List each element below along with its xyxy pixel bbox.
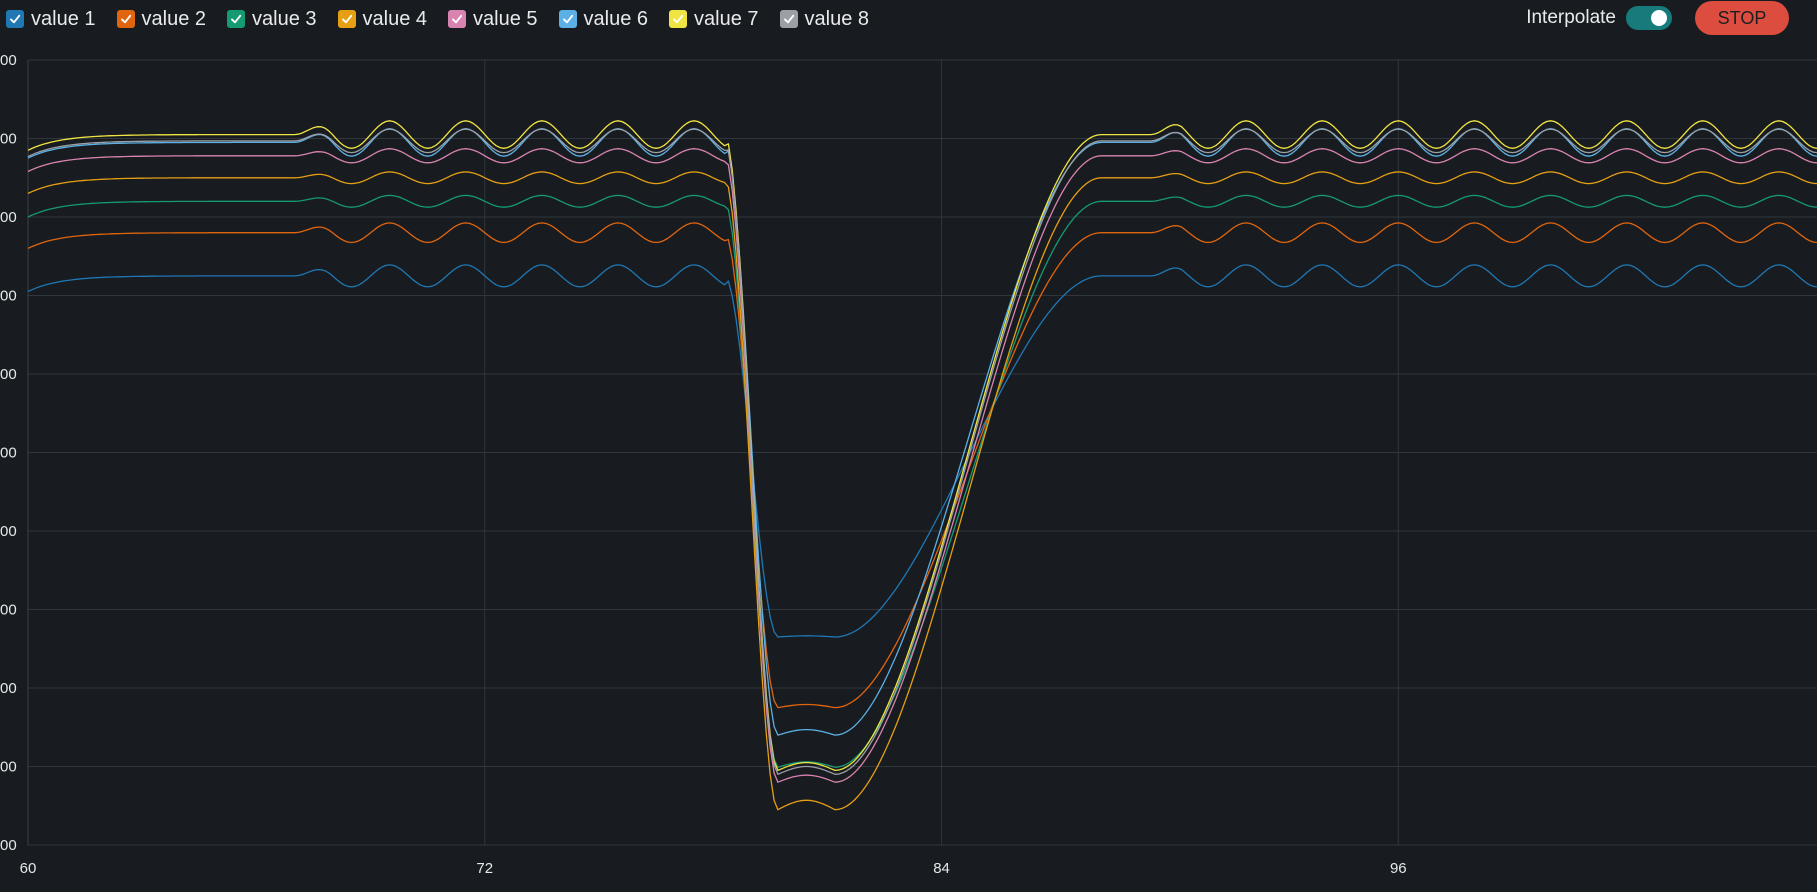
legend-label: value 4 <box>362 7 428 30</box>
checkbox-icon[interactable] <box>116 10 135 28</box>
y-tick-label: 00 <box>0 131 17 148</box>
legend-label: value 5 <box>473 7 538 30</box>
y-tick-label: 00 <box>0 523 17 540</box>
legend-item-value-8[interactable]: value 8 <box>779 7 870 31</box>
y-tick-label: 00 <box>0 759 17 776</box>
series-line-4 <box>27 171 1817 811</box>
series-line-8 <box>27 128 1817 775</box>
x-tick-label: 72 <box>476 860 493 877</box>
stop-button[interactable]: STOP <box>1695 1 1789 35</box>
checkbox-icon[interactable] <box>669 10 687 28</box>
series-line-3 <box>27 194 1817 768</box>
series-line-5 <box>27 148 1817 783</box>
y-tick-label: 00 <box>0 445 17 462</box>
legend-label: value 8 <box>804 7 870 30</box>
series-line-6 <box>27 128 1817 736</box>
y-tick-label: 00 <box>0 52 17 69</box>
legend-item-value-4[interactable]: value 4 <box>337 7 428 31</box>
series-line-7 <box>27 120 1817 772</box>
series-line-1 <box>27 264 1817 638</box>
series-line-2 <box>27 222 1817 709</box>
interpolate-label: Interpolate <box>1526 7 1616 28</box>
checkbox-icon[interactable] <box>779 10 798 28</box>
legend-label: value 3 <box>252 7 317 30</box>
y-tick-label: 00 <box>0 288 17 305</box>
checkbox-icon[interactable] <box>448 10 466 28</box>
legend-label: value 1 <box>31 7 96 30</box>
toggle-knob <box>1651 10 1667 26</box>
legend-item-value-1[interactable]: value 1 <box>6 8 96 31</box>
legend-item-value-7[interactable]: value 7 <box>669 8 759 31</box>
x-tick-label: 96 <box>1390 860 1407 877</box>
interpolate-toggle[interactable] <box>1626 6 1672 30</box>
y-tick-label: 00 <box>0 602 17 619</box>
checkbox-icon[interactable] <box>337 10 356 28</box>
y-tick-label: 00 <box>0 680 17 697</box>
y-tick-label: 00 <box>0 366 17 383</box>
checkbox-icon[interactable] <box>6 10 24 28</box>
legend-item-value-6[interactable]: value 6 <box>558 7 649 31</box>
legend-item-value-2[interactable]: value 2 <box>116 7 207 31</box>
legend-item-value-3[interactable]: value 3 <box>227 8 317 31</box>
checkbox-icon[interactable] <box>558 10 577 28</box>
legend-label: value 2 <box>141 7 207 30</box>
y-tick-label: 00 <box>0 837 17 854</box>
checkbox-icon[interactable] <box>227 10 245 28</box>
chart-controls: Interpolate STOP <box>1526 1 1789 35</box>
legend-label: value 7 <box>694 7 759 30</box>
x-tick-label: 60 <box>20 860 37 877</box>
legend-item-value-5[interactable]: value 5 <box>448 8 538 31</box>
y-tick-label: 00 <box>0 209 17 226</box>
legend: value 1 value 2 value 3 value 4 value 5 … <box>6 6 890 32</box>
x-tick-label: 84 <box>933 860 950 877</box>
legend-label: value 6 <box>583 7 649 30</box>
